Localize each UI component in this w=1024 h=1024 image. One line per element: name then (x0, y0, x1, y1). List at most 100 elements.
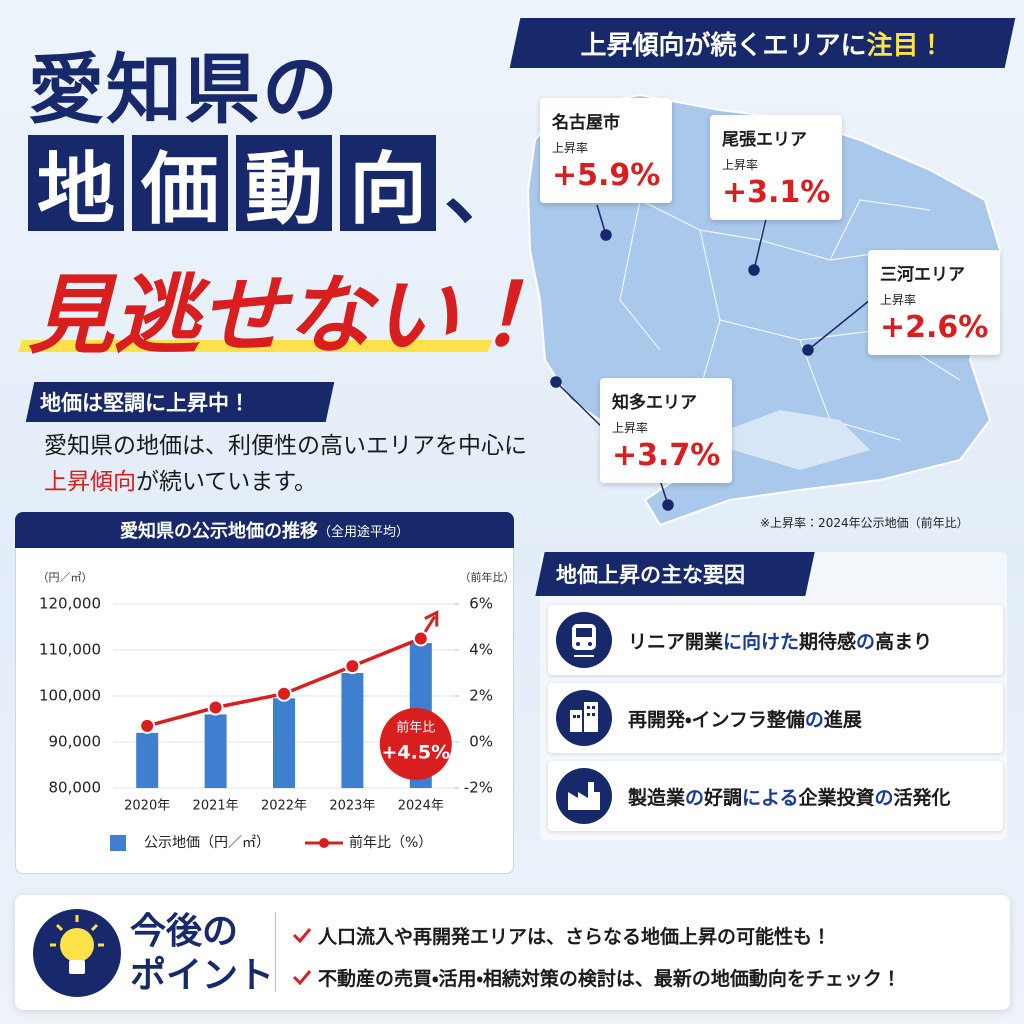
map-note: ※上昇率：2024年公示地価（前年比） (760, 516, 969, 530)
text-segment: 上昇傾向 (44, 469, 136, 495)
x-tick-label: 2020年 (124, 799, 170, 814)
text-segment: 好調 (704, 786, 743, 809)
connector (807, 299, 871, 351)
points-heading: 今後の ポイント (130, 910, 274, 998)
line-point (276, 685, 292, 702)
text-segment: の (856, 630, 876, 653)
point-text: 人口流入や再開発エリアは、さらなる地価上昇の可能性も！ (318, 926, 832, 948)
text-segment: が続いています。 (136, 469, 318, 495)
factor-icon (556, 768, 612, 824)
pin (550, 376, 562, 388)
pin (802, 344, 814, 356)
line-point (344, 658, 361, 675)
callout-bg (379, 708, 452, 780)
factor-item: 製造業の好調による企業投資の活発化 (548, 761, 1003, 831)
factor-icon (556, 690, 612, 746)
x-tick-label: 2021年 (193, 799, 239, 814)
text-segment: の (685, 786, 705, 809)
text-segment: 製造業 (628, 786, 686, 809)
area-rate: +5.9% (552, 158, 661, 193)
factor-text: リニア開業に向けた期待感の高まり (628, 627, 932, 654)
area-rate: +3.7% (612, 438, 721, 473)
area-rate: +2.6% (880, 310, 989, 345)
point-text: 不動産の売買・活用・相続対策の検討は、最新の地価動向をチェック！ (318, 968, 901, 990)
area-name: 三河エリア (880, 265, 965, 285)
title-char: 、 (444, 146, 523, 236)
y-tick-label: 110,000 (39, 641, 101, 659)
text-segment: 上昇傾向が続くエリアに (580, 30, 867, 61)
intro-heading: 地価は堅調に上昇中！ (40, 391, 250, 415)
bar (273, 698, 295, 788)
area-rate-label: 上昇率 (552, 141, 589, 155)
text-segment: 高まり (875, 630, 933, 653)
factor-text: 再開発・インフラ整備の進展 (628, 705, 862, 732)
text-segment: による (742, 786, 799, 809)
area-rate-label: 上昇率 (722, 158, 759, 172)
x-tick-label: 2024年 (398, 799, 444, 814)
line-point (412, 630, 429, 647)
x-tick-label: 2023年 (329, 799, 375, 814)
area-card: 知多エリア上昇率 +3.7% (600, 378, 733, 483)
title-char-box: 価 (132, 135, 228, 235)
area-rate: +3.1% (722, 175, 831, 210)
line-point (207, 699, 224, 716)
chart-title: 愛知県の公示地価の推移 (119, 521, 318, 542)
points-heading-line: ポイント (130, 955, 275, 996)
title-line1: 愛知県の (28, 45, 340, 134)
area-name: 尾張エリア (722, 130, 807, 150)
bar (204, 714, 227, 788)
title-char-box: 向 (340, 135, 436, 235)
chart-subtitle: （全用途平均） (317, 524, 409, 540)
legend-label: 公示地価（円／㎡） (144, 835, 270, 851)
text-segment: 注目！ (866, 30, 945, 61)
y-tick-label: 120,000 (39, 595, 101, 613)
callout-title: 前年比 (396, 720, 435, 736)
area-card: 三河エリア上昇率 +2.6% (868, 250, 1001, 355)
factor-text: 製造業の好調による企業投資の活発化 (628, 783, 951, 810)
check-icon (292, 928, 312, 944)
area-name: 知多エリア (612, 393, 697, 413)
factor-item: 再開発・インフラ整備の進展 (548, 683, 1003, 753)
legend-label: 前年比（%） (349, 834, 432, 851)
y2-tick-label: 0% (469, 733, 493, 751)
y2-tick-label: -2% (464, 779, 493, 797)
x-tick-label: 2022年 (261, 799, 307, 814)
chart: （円／㎡） （前年比） 80,000 90,000 100,000 110,000 120,… (38, 570, 513, 851)
connector (555, 381, 606, 431)
bulb-icon (33, 909, 121, 997)
legend-swatch (319, 838, 329, 848)
y2-tick-label: 6% (469, 595, 493, 613)
text-segment: 再開発・インフラ整備 (628, 708, 805, 731)
intro-line: 愛知県の地価は、利便性の高いエリアを中心に (44, 433, 527, 459)
text-segment: の (874, 786, 894, 809)
point-item: 人口流入や再開発エリアは、さらなる地価上昇の可能性も！ (292, 922, 831, 949)
title-char-box: 地 (28, 135, 124, 235)
y-axis-label: （円／㎡） (38, 571, 93, 584)
y-tick-label: 100,000 (39, 687, 101, 705)
check-icon (292, 970, 312, 986)
factors-heading: 地価上昇の主な要因 (556, 563, 745, 587)
area-card: 尾張エリア上昇率 +3.1% (710, 115, 843, 220)
area-rate-label: 上昇率 (880, 293, 917, 307)
point-item: 不動産の売買・活用・相続対策の検討は、最新の地価動向をチェック！ (292, 964, 901, 991)
points-panel (15, 895, 1010, 1010)
title-char-box: 動 (236, 135, 332, 235)
text-segment: に向けた (723, 630, 800, 653)
area-name: 名古屋市 (552, 113, 620, 133)
y2-tick-label: 2% (469, 687, 493, 705)
pin (748, 264, 760, 276)
line-point (139, 717, 156, 734)
area-rate-label: 上昇率 (612, 421, 649, 435)
y2-axis-label: （前年比） (460, 570, 513, 584)
intro-line: 上昇傾向が続いています。 (44, 464, 527, 500)
banner: 上昇傾向が続くエリアに 注目！ (515, 18, 1010, 68)
bar (136, 732, 159, 788)
pin (662, 499, 674, 511)
connector (753, 209, 769, 271)
bar (341, 673, 364, 788)
y2-tick-label: 4% (469, 641, 493, 659)
y-tick-label: 90,000 (49, 733, 102, 751)
legend-swatch (110, 835, 126, 851)
text-segment: 企業投資 (798, 786, 875, 809)
